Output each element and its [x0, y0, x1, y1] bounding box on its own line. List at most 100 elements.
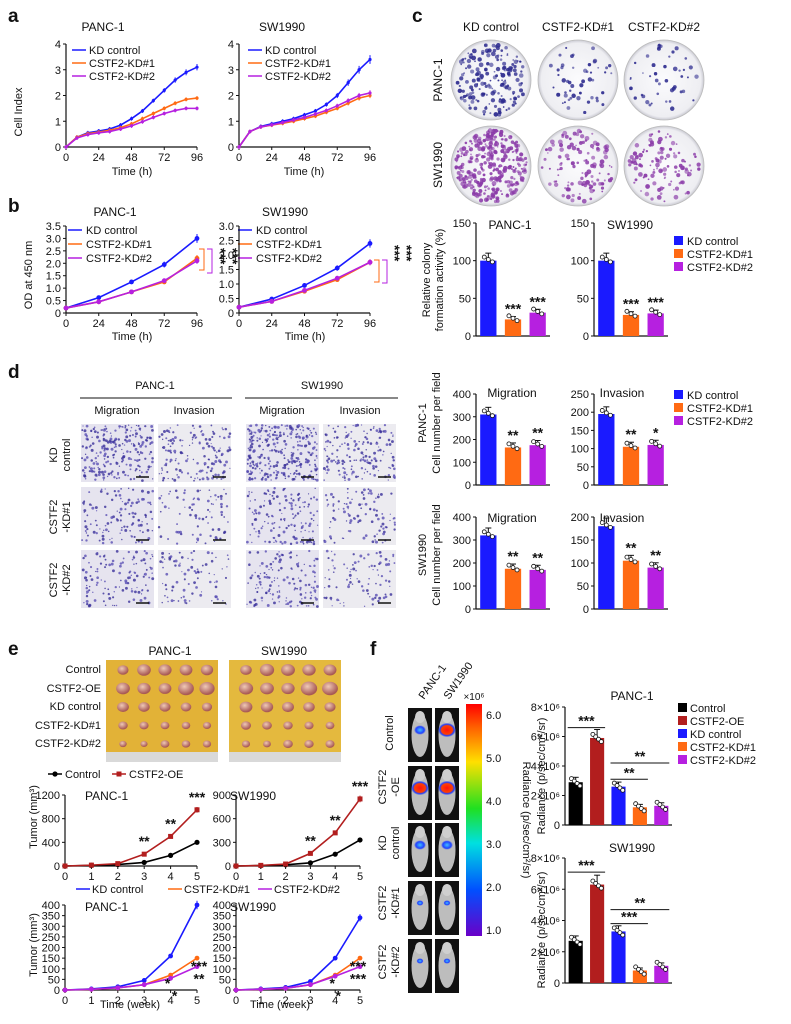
stained-cell	[373, 451, 376, 455]
y-tick-label: 400	[42, 837, 60, 849]
stained-cell	[280, 566, 283, 570]
colony	[461, 146, 467, 151]
colony	[682, 167, 685, 170]
stained-cell	[171, 437, 175, 441]
stained-cell	[189, 431, 192, 434]
stained-cell	[105, 461, 108, 464]
stained-cell	[378, 550, 382, 554]
data-dot	[481, 529, 487, 535]
colony	[506, 184, 511, 188]
stained-cell	[149, 557, 152, 560]
colony	[609, 176, 614, 181]
colony	[557, 139, 563, 145]
colony	[591, 46, 595, 51]
colony	[497, 107, 502, 112]
data-point	[313, 109, 318, 113]
stained-cell	[134, 469, 137, 472]
stained-cell	[81, 429, 84, 431]
stained-cell	[288, 501, 291, 504]
d-title-2: Invasion	[600, 386, 645, 400]
significance-stars: ***	[578, 857, 595, 873]
stained-cell	[124, 431, 127, 434]
colony	[580, 176, 584, 181]
panel-letter-f: f	[370, 639, 377, 660]
stained-cell	[258, 580, 262, 584]
y-tick-label: 1.0	[219, 279, 234, 291]
stained-cell	[310, 431, 313, 434]
stained-cell	[267, 589, 271, 593]
stained-cell	[380, 525, 383, 528]
y-tick-label: 6×10⁶	[531, 884, 560, 896]
b-legend-kd1: CSTF2-KD#1	[86, 239, 152, 251]
stained-cell	[190, 508, 194, 511]
stained-cell	[195, 472, 198, 475]
x-tick-label: 0	[236, 152, 242, 164]
y-tick-label: 2.0	[219, 250, 234, 262]
f-cb-tick-4: 4.0	[486, 796, 501, 808]
stained-cell	[329, 537, 333, 540]
stained-cell	[295, 541, 299, 545]
stained-cell	[107, 472, 111, 476]
stained-cell	[187, 568, 190, 572]
colony	[500, 98, 506, 103]
stained-cell	[332, 571, 335, 573]
colony	[506, 179, 511, 184]
stained-cell	[104, 524, 107, 527]
stained-cell	[95, 452, 98, 454]
f-legend-kd1: CSTF2-KD#1	[690, 742, 756, 754]
colony	[675, 143, 678, 145]
stained-cell	[200, 430, 202, 433]
stained-cell	[186, 455, 189, 457]
data-point	[248, 129, 252, 134]
data-point	[194, 902, 200, 908]
stained-cell	[278, 591, 281, 593]
stained-cell	[211, 552, 214, 555]
stained-cell	[163, 464, 166, 466]
stained-cell	[289, 600, 292, 604]
stained-cell	[371, 597, 375, 601]
stained-cell	[251, 522, 254, 525]
x-tick-label: 2	[283, 995, 289, 1007]
x-tick-label: 1	[258, 995, 264, 1007]
stained-cell	[387, 438, 391, 442]
stained-cell	[124, 508, 127, 511]
stained-cell	[139, 451, 142, 454]
stained-cell	[350, 468, 353, 471]
panel-letter-c: c	[412, 6, 423, 27]
stained-cell	[130, 458, 133, 461]
colony	[476, 170, 482, 176]
colony	[512, 166, 515, 169]
stained-cell	[369, 473, 372, 475]
b-bracket-kd2	[207, 248, 213, 274]
stained-cell	[265, 565, 269, 568]
stained-cell	[326, 455, 328, 457]
colony	[495, 196, 500, 201]
stained-cell	[105, 439, 108, 443]
colony	[504, 138, 508, 142]
colony	[501, 193, 504, 196]
colony	[680, 75, 684, 78]
stained-cell	[151, 577, 155, 581]
bioluminescence-signal	[416, 958, 424, 964]
stained-cell	[346, 454, 349, 457]
stained-cell	[313, 564, 316, 568]
stained-cell	[141, 531, 144, 534]
stained-cell	[114, 450, 117, 453]
colony	[495, 74, 499, 78]
y-tick-label: 4×10⁶	[531, 916, 560, 928]
colony	[481, 146, 486, 151]
e-legend-kd1: CSTF2-KD#1	[184, 884, 250, 896]
stained-cell	[360, 467, 364, 470]
stained-cell	[137, 540, 140, 543]
colony	[477, 136, 482, 141]
stained-cell	[219, 460, 222, 464]
stained-cell	[104, 554, 106, 556]
bar	[611, 786, 626, 825]
tumor	[180, 702, 192, 712]
bar	[480, 260, 497, 336]
colony	[629, 86, 633, 91]
stained-cell	[343, 605, 345, 607]
b-legend-kd2: CSTF2-KD#2	[86, 253, 152, 265]
tumor	[117, 665, 129, 675]
